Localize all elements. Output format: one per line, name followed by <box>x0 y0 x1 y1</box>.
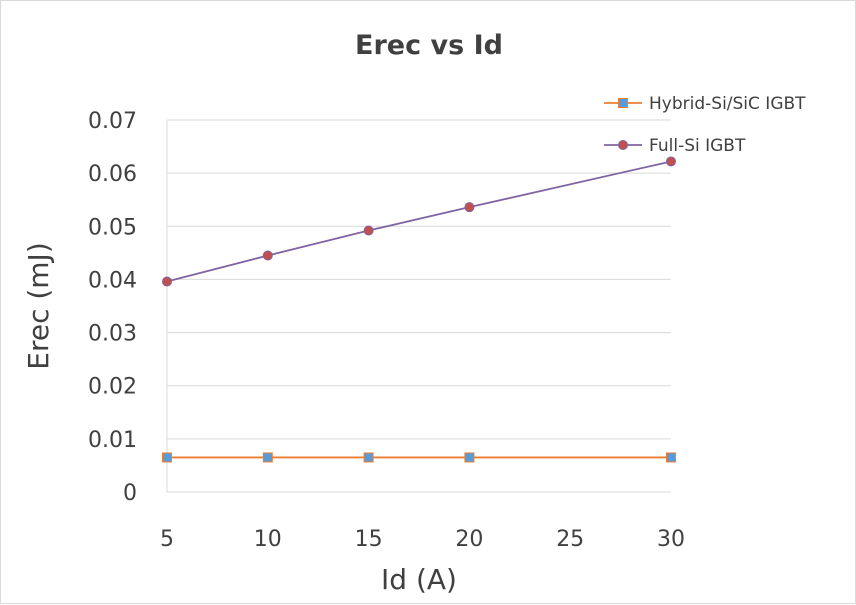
legend-swatch-marker <box>618 98 628 108</box>
y-tick-label: 0.04 <box>88 268 137 293</box>
y-tick-label: 0.03 <box>88 322 137 347</box>
legend-label: Hybrid-Si/SiC IGBT <box>649 94 806 114</box>
legend: Hybrid-Si/SiC IGBT Full-Si IGBT <box>604 94 806 156</box>
y-tick-labels: 0 0.01 0.02 0.03 0.04 0.05 0.06 0.07 <box>88 109 137 506</box>
data-point <box>666 452 676 463</box>
x-tick-label: 20 <box>455 527 483 552</box>
x-tick-labels: 5 10 15 20 25 30 <box>160 527 685 552</box>
x-tick-label: 30 <box>657 527 685 552</box>
legend-label: Full-Si IGBT <box>649 136 746 156</box>
y-axis-label: Erec (mJ) <box>22 242 55 370</box>
x-tick-label: 10 <box>254 527 282 552</box>
y-tick-label: 0.02 <box>88 375 137 400</box>
y-tick-label: 0.05 <box>88 215 137 240</box>
data-point <box>464 202 475 213</box>
data-point <box>262 452 273 463</box>
data-point <box>162 452 172 463</box>
data-point <box>162 276 172 287</box>
x-tick-label: 5 <box>160 527 174 552</box>
series-line-1 <box>166 160 672 283</box>
data-point <box>262 250 273 261</box>
chart-title: Erec vs Id <box>355 30 503 61</box>
y-tick-label: 0.01 <box>88 428 137 453</box>
data-point <box>464 452 475 463</box>
x-axis-label: Id (A) <box>381 563 457 596</box>
y-tick-label: 0 <box>123 481 137 506</box>
x-tick-label: 15 <box>355 527 383 552</box>
data-point <box>666 156 676 167</box>
data-point <box>363 452 374 463</box>
y-tick-label: 0.06 <box>88 162 137 187</box>
data-point <box>363 225 374 236</box>
gridlines <box>167 119 671 440</box>
legend-swatch-marker <box>618 140 628 150</box>
series-layer <box>162 156 676 463</box>
y-tick-label: 0.07 <box>88 109 137 134</box>
x-tick-label: 25 <box>556 527 584 552</box>
